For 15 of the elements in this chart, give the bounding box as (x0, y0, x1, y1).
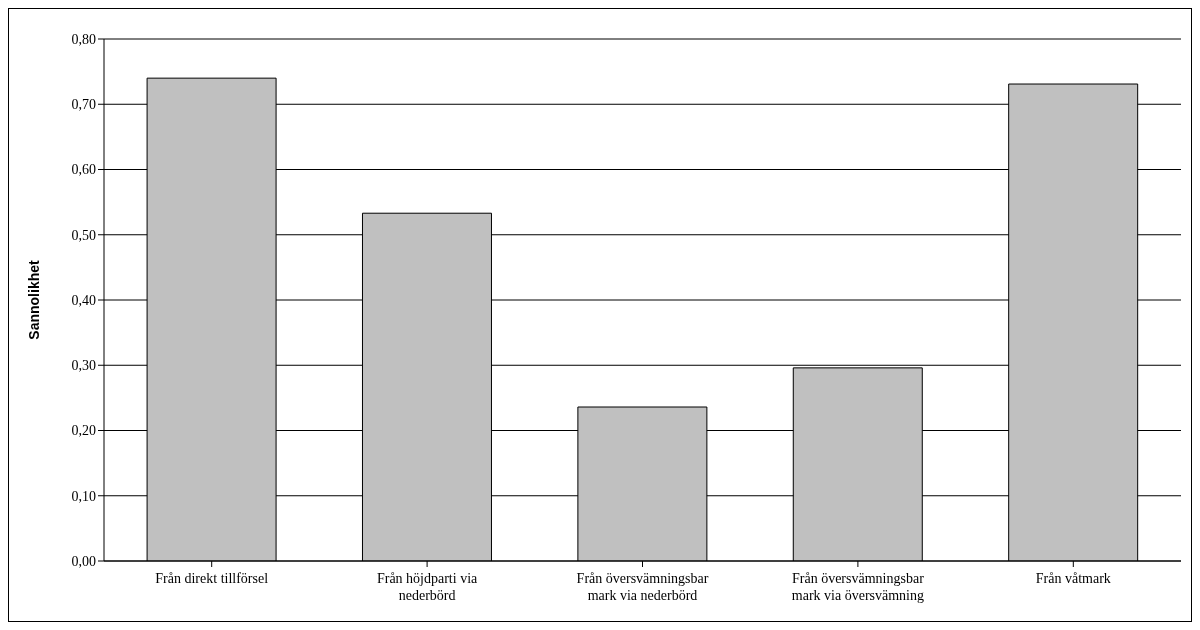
y-tick-label: 0,20 (71, 423, 96, 439)
y-tick-label: 0,40 (71, 292, 96, 308)
y-tick-label: 0,60 (71, 162, 96, 178)
y-tick-label: 0,70 (71, 97, 96, 113)
x-tick-label: Från våtmark (1035, 571, 1111, 586)
y-tick-label: 0,30 (71, 358, 96, 374)
y-tick-label: 0,10 (71, 488, 96, 504)
y-tick-label: 0,50 (71, 227, 96, 243)
y-tick-label: 0,80 (71, 31, 96, 47)
x-tick-label: Från höjdparti via nederbörd (376, 571, 479, 603)
y-tick-label: 0,00 (71, 553, 96, 569)
x-tick-label: Från översvämningsbar mark via nederbörd (576, 571, 709, 603)
x-tick-label: Från översvämningsbar mark via översvämning (791, 571, 925, 603)
y-axis-title: Sannolikhet (25, 260, 42, 340)
x-tick-label: Från direkt tillförsel (155, 571, 269, 586)
